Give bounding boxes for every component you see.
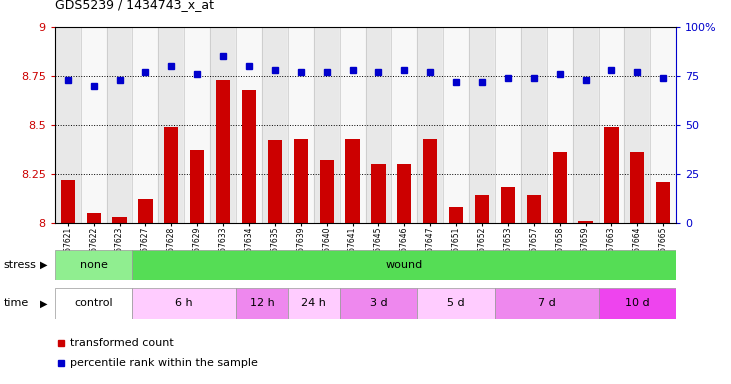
Text: 6 h: 6 h <box>175 298 193 308</box>
Bar <box>417 288 495 319</box>
Bar <box>314 27 340 223</box>
Bar <box>236 288 288 319</box>
Bar <box>397 164 412 223</box>
Bar <box>242 89 256 223</box>
Bar <box>319 160 334 223</box>
Bar <box>340 27 366 223</box>
Text: 5 d: 5 d <box>447 298 465 308</box>
Bar <box>132 27 159 223</box>
Text: none: none <box>80 260 107 270</box>
Bar <box>423 139 437 223</box>
Bar <box>138 199 153 223</box>
Bar <box>132 250 676 280</box>
Bar <box>526 195 541 223</box>
Bar <box>501 187 515 223</box>
Bar <box>443 27 469 223</box>
Bar <box>547 27 572 223</box>
Bar <box>236 27 262 223</box>
Text: time: time <box>4 298 29 308</box>
Bar <box>107 27 132 223</box>
Bar <box>572 27 599 223</box>
Text: wound: wound <box>386 260 423 270</box>
Bar <box>469 27 495 223</box>
Bar <box>80 27 107 223</box>
Text: GDS5239 / 1434743_x_at: GDS5239 / 1434743_x_at <box>55 0 214 12</box>
Bar <box>164 127 178 223</box>
Text: percentile rank within the sample: percentile rank within the sample <box>70 358 258 368</box>
Bar <box>520 27 547 223</box>
Bar <box>578 221 593 223</box>
Text: stress: stress <box>4 260 37 270</box>
Bar <box>190 150 205 223</box>
Bar <box>55 250 132 280</box>
Text: ▶: ▶ <box>40 260 48 270</box>
Bar <box>417 27 443 223</box>
Text: control: control <box>75 298 113 308</box>
Bar <box>656 182 670 223</box>
Bar <box>624 27 651 223</box>
Bar <box>86 213 101 223</box>
Bar <box>268 141 282 223</box>
Text: 10 d: 10 d <box>625 298 650 308</box>
Bar <box>605 127 618 223</box>
Bar <box>366 27 391 223</box>
Bar <box>262 27 288 223</box>
Bar <box>449 207 463 223</box>
Bar <box>495 288 599 319</box>
Text: ▶: ▶ <box>40 298 48 308</box>
Bar <box>371 164 385 223</box>
Bar <box>391 27 417 223</box>
Bar <box>288 288 340 319</box>
Bar <box>599 27 624 223</box>
Bar <box>184 27 210 223</box>
Bar <box>55 288 132 319</box>
Bar <box>553 152 567 223</box>
Text: 3 d: 3 d <box>370 298 387 308</box>
Bar <box>340 288 417 319</box>
Bar <box>288 27 314 223</box>
Bar <box>113 217 126 223</box>
Bar <box>210 27 236 223</box>
Text: 7 d: 7 d <box>538 298 556 308</box>
Bar <box>132 288 236 319</box>
Text: 12 h: 12 h <box>249 298 274 308</box>
Bar <box>159 27 184 223</box>
Bar <box>630 152 645 223</box>
Bar <box>475 195 489 223</box>
Bar <box>61 180 75 223</box>
Bar <box>216 80 230 223</box>
Bar <box>651 27 676 223</box>
Bar <box>55 27 80 223</box>
Bar <box>599 288 676 319</box>
Bar <box>294 139 308 223</box>
Bar <box>346 139 360 223</box>
Text: 24 h: 24 h <box>301 298 326 308</box>
Text: transformed count: transformed count <box>70 338 174 348</box>
Bar <box>495 27 520 223</box>
